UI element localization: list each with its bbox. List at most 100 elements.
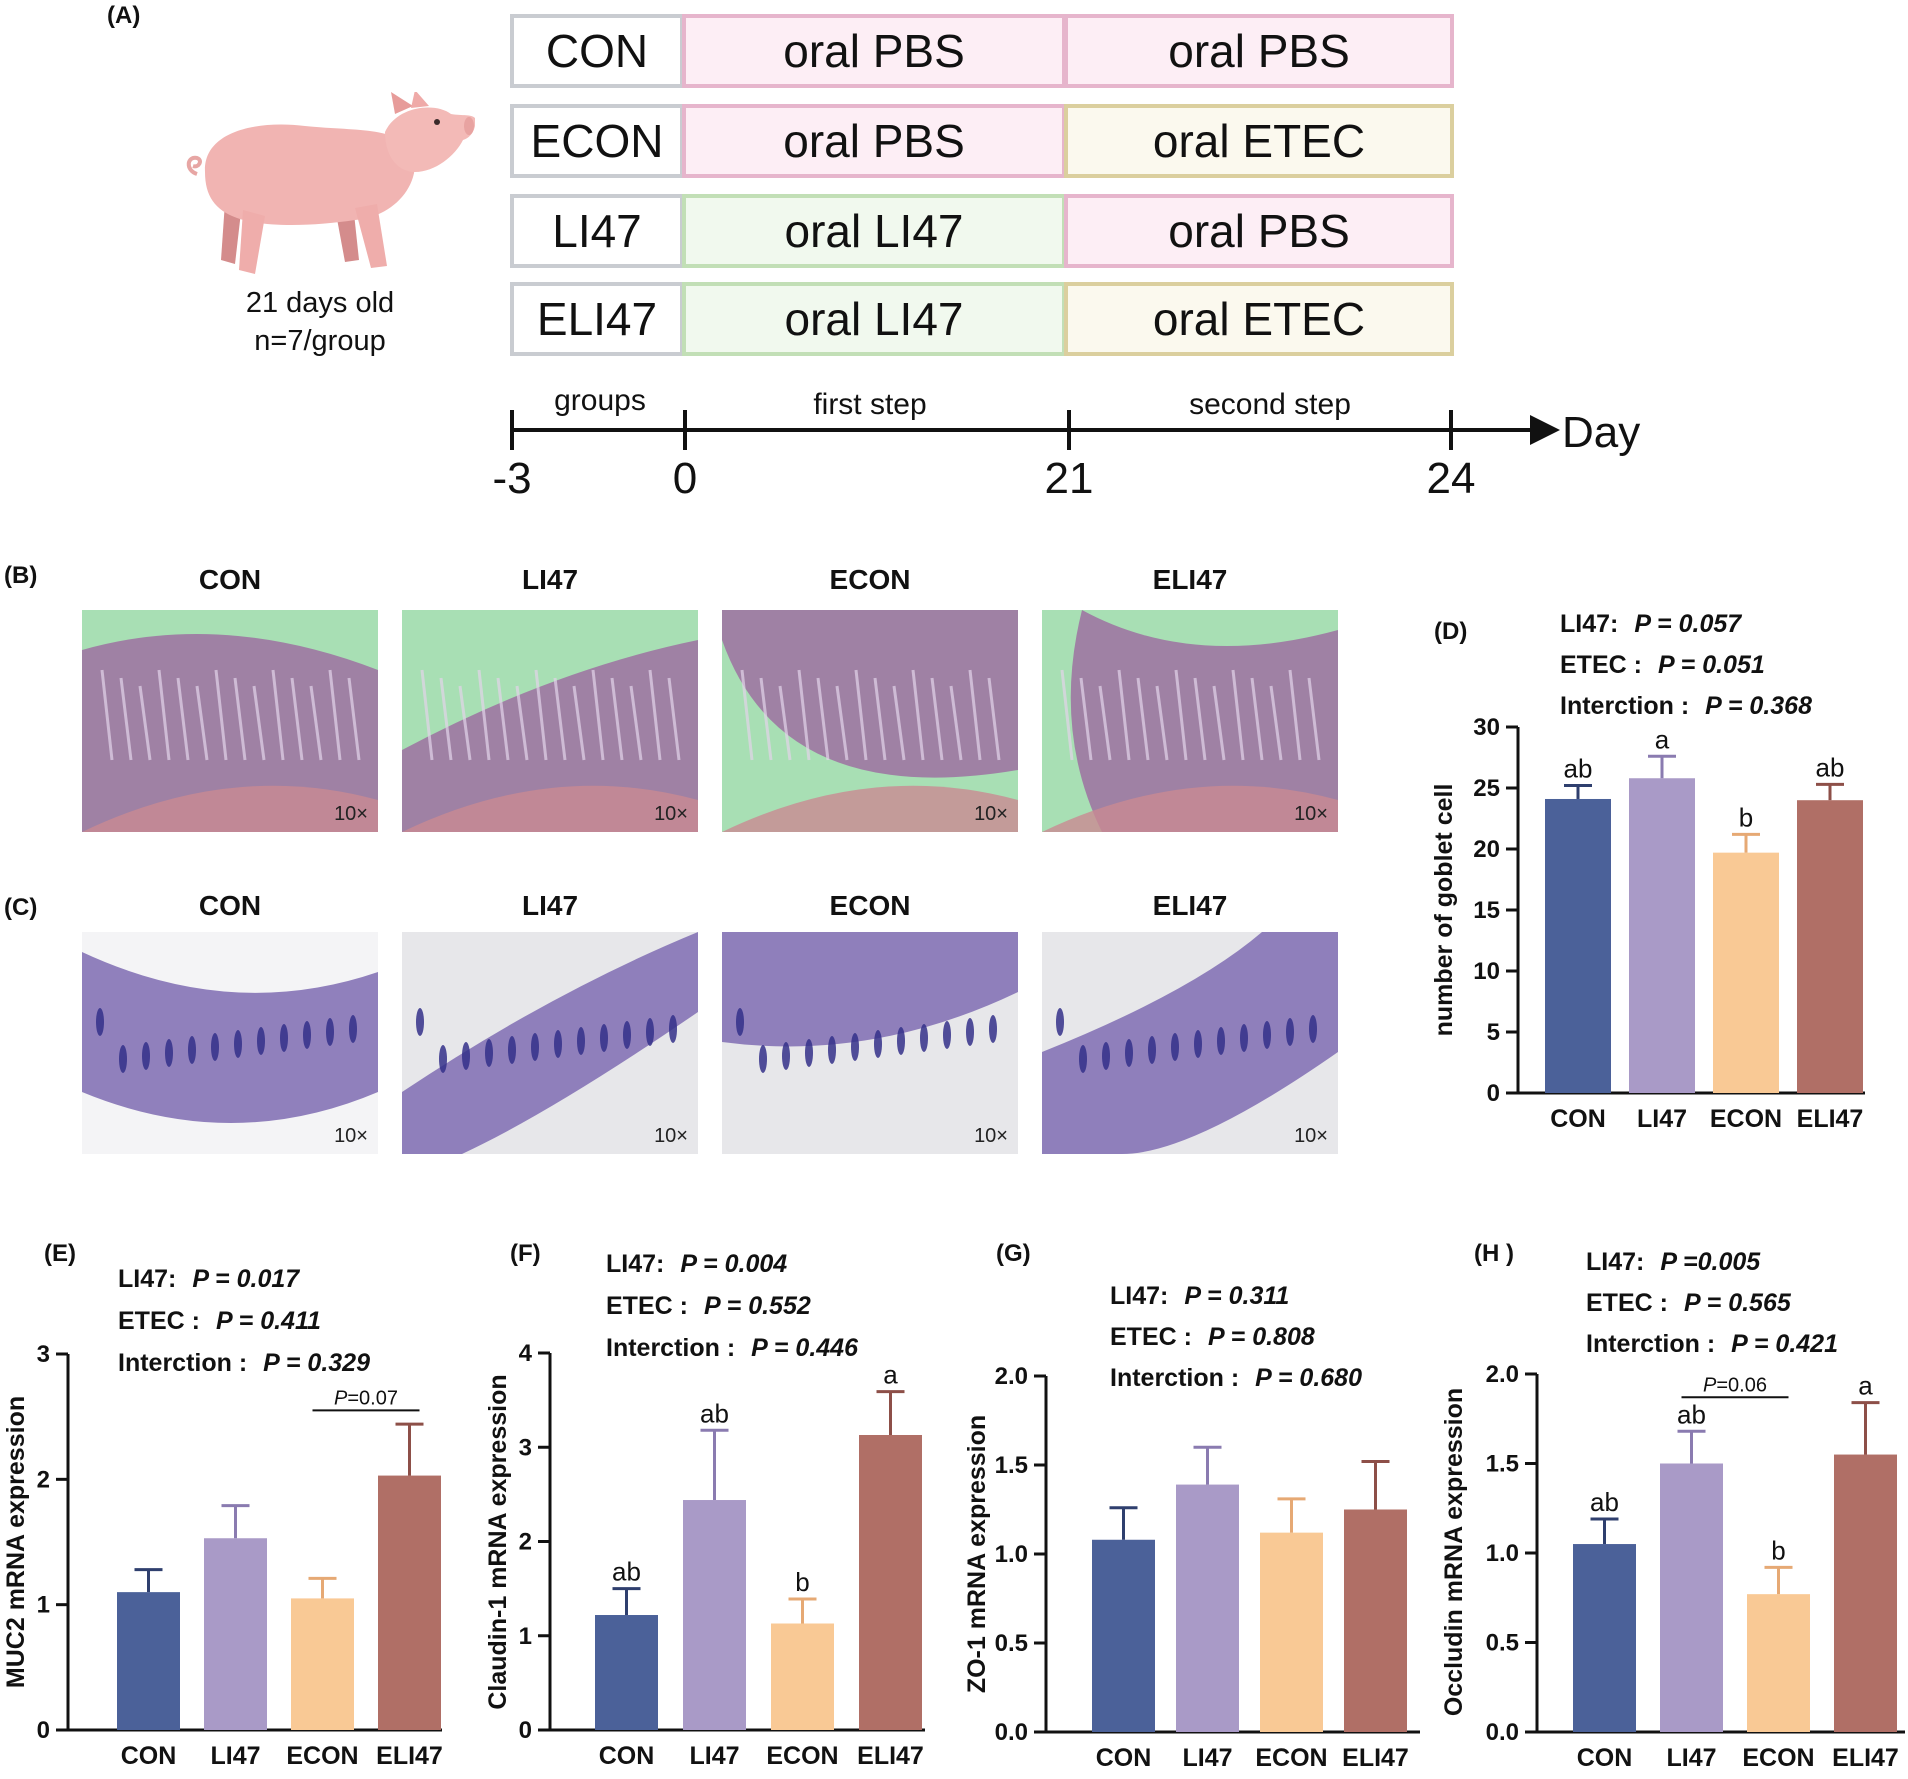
y-tick-label: 1.0 (1486, 1540, 1519, 1567)
x-tick-label: ECON (1742, 1744, 1814, 1772)
y-tick-label: 1.0 (995, 1541, 1028, 1568)
stat-factor: LI47: (1110, 1282, 1169, 1310)
significance-letter: ab (1564, 754, 1593, 784)
y-tick-label: 4 (519, 1340, 533, 1367)
stat-factor: ETEC : (606, 1292, 688, 1320)
timeline: groups first step second step -3 0 21 24… (492, 384, 1640, 503)
stat-p-value: P = 0.421 (1731, 1330, 1838, 1358)
stat-line: LI47: P = 0.017 (118, 1265, 299, 1294)
magnification-label: 10× (974, 803, 1008, 825)
magnification-label: 10× (1294, 1125, 1328, 1147)
timeline-tick-label: -3 (492, 454, 531, 503)
x-tick-label: ELI47 (376, 1742, 443, 1770)
pig-caption-age: 21 days old (245, 287, 395, 319)
y-axis-label: ZO-1 mRNA expression (963, 1415, 991, 1693)
y-tick-label: 1.5 (995, 1452, 1028, 1479)
bar-li47 (204, 1538, 267, 1730)
y-tick-label: 0.5 (1486, 1630, 1519, 1657)
stat-line: LI47: P = 0.004 (606, 1250, 787, 1279)
bar-eli47 (1344, 1509, 1407, 1732)
stat-factor: ETEC : (1586, 1289, 1668, 1317)
panel-d-label: (D) (1434, 618, 1468, 645)
tissue-image (1042, 610, 1338, 832)
significance-letter: ab (700, 1398, 729, 1428)
bar-eli47 (1797, 800, 1863, 1093)
x-tick-label: LI47 (1666, 1744, 1716, 1772)
tissue-image (1042, 932, 1338, 1154)
stat-line: LI47: P = 0.057 (1560, 610, 1741, 639)
group-name-cell: ECON (510, 104, 684, 178)
group-name-cell: CON (510, 14, 684, 88)
stat-factor: ETEC : (1560, 651, 1642, 679)
y-tick-label: 1 (519, 1623, 532, 1650)
stat-factor: ETEC : (118, 1307, 200, 1335)
x-tick-label: ELI47 (1342, 1744, 1409, 1772)
stat-line: Interction : P = 0.329 (118, 1349, 370, 1378)
bar-li47 (1660, 1463, 1723, 1732)
bar-con (1545, 798, 1611, 1093)
timeline-tick-label: 24 (1427, 454, 1476, 503)
x-tick-label: ELI47 (1832, 1744, 1899, 1772)
bar-con (1573, 1544, 1636, 1732)
significance-letter: b (795, 1567, 809, 1597)
stat-factor: ETEC : (1110, 1323, 1192, 1351)
x-tick-label: ECON (766, 1742, 838, 1770)
micrograph-title: LI47 (521, 564, 579, 595)
stat-p-value: P = 0.057 (1634, 610, 1742, 638)
he-micrograph: 10× (1042, 610, 1338, 832)
stat-p-value: P = 0.051 (1657, 651, 1765, 679)
y-tick-label: 10 (1473, 958, 1500, 985)
y-tick-label: 3 (519, 1434, 532, 1461)
panel-h-label: (H ) (1474, 1240, 1514, 1267)
significance-letter: a (1858, 1371, 1873, 1401)
pig-caption-n: n=7/group (254, 325, 386, 357)
x-tick-label: LI47 (689, 1742, 739, 1770)
x-tick-label: ECON (286, 1742, 358, 1770)
bar-li47 (1629, 778, 1695, 1093)
stat-p-value: P = 0.680 (1255, 1364, 1362, 1392)
group-first-step-cell: oral LI47 (682, 194, 1066, 268)
comparison-p-label: P=0.06 (1703, 1374, 1767, 1396)
y-tick-label: 1.5 (1486, 1451, 1519, 1478)
stat-factor: Interction : (1110, 1364, 1240, 1392)
stat-p-value: P = 0.329 (263, 1349, 370, 1377)
x-tick-label: CON (599, 1742, 655, 1770)
bar-econ (771, 1623, 834, 1730)
stat-line: ETEC : P = 0.411 (118, 1307, 321, 1336)
y-tick-label: 2 (519, 1529, 532, 1556)
x-tick-label: ELI47 (1797, 1105, 1864, 1133)
x-tick-label: ECON (1255, 1744, 1327, 1772)
timeline-tick-label: 21 (1045, 454, 1094, 503)
x-tick-label: CON (121, 1742, 177, 1770)
y-tick-label: 0 (1487, 1080, 1500, 1107)
panel-b-label: (B) (4, 562, 38, 589)
stat-p-value: P =0.005 (1660, 1248, 1761, 1276)
y-tick-label: 15 (1473, 897, 1500, 924)
y-tick-label: 0.0 (1486, 1719, 1519, 1746)
group-first-step-cell: oral PBS (682, 14, 1066, 88)
group-first-step-cell: oral PBS (682, 104, 1066, 178)
bar-econ (291, 1598, 354, 1730)
y-tick-label: 0.0 (995, 1719, 1028, 1746)
micrograph-title: CON (198, 890, 262, 921)
tissue-image (722, 932, 1018, 1154)
panel-e-label: (E) (44, 1240, 76, 1267)
x-tick-label: CON (1096, 1744, 1152, 1772)
significance-letter: ab (1816, 752, 1845, 782)
y-tick-label: 0.5 (995, 1630, 1028, 1657)
bar-li47 (1176, 1484, 1239, 1732)
group-name-cell: ELI47 (510, 282, 684, 356)
stat-p-value: P = 0.446 (751, 1334, 858, 1362)
tissue-image (82, 610, 378, 832)
micrograph-title: ECON (829, 564, 911, 595)
bar-eli47 (1834, 1454, 1897, 1732)
stat-line: ETEC : P = 0.051 (1560, 651, 1765, 680)
stat-factor: Interction : (1586, 1330, 1716, 1358)
tissue-image (82, 932, 378, 1154)
significance-letter: ab (1677, 1399, 1706, 1429)
significance-letter: b (1771, 1535, 1785, 1565)
x-tick-label: CON (1577, 1744, 1633, 1772)
stat-factor: Interction : (606, 1334, 736, 1362)
comparison-p-value: =0.07 (347, 1387, 398, 1409)
pas-micrograph: 10× (1042, 932, 1338, 1154)
